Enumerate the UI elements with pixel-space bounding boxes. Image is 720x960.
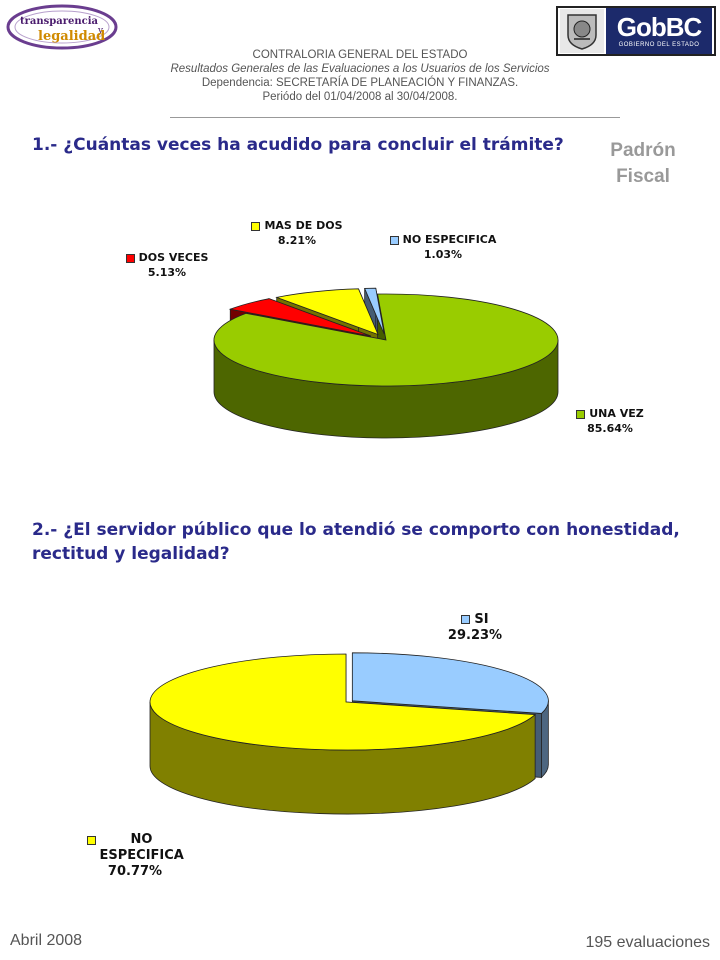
logo-word-legalidad: legalidad bbox=[38, 29, 105, 44]
logo-word-y: y bbox=[97, 26, 104, 36]
value-label: 29.23% bbox=[447, 628, 503, 643]
evaluation-count: 195 evaluaciones bbox=[585, 934, 710, 951]
chart1-title: 1.- ¿Cuántas veces ha acudido para concl… bbox=[32, 135, 564, 155]
state-seal-icon bbox=[560, 9, 604, 53]
gobbc-wordmark: GobBC GOBIERNO DEL ESTADO bbox=[606, 8, 712, 54]
chart1-label-una-vez: UNA VEZ 85.64% bbox=[560, 406, 660, 436]
pie-slice-mas-de-dos bbox=[275, 288, 379, 336]
label-text: NO ESPECIFICA bbox=[402, 233, 497, 246]
legend-swatch-yellow bbox=[86, 836, 96, 845]
chart1-label-no-especifica: NO ESPECIFICA 1.03% bbox=[378, 232, 508, 262]
padron-line2: Fiscal bbox=[616, 166, 670, 187]
pie-slice-si bbox=[351, 652, 549, 714]
chart2-label-no-especifica: NO ESPECIFICA 70.77% bbox=[70, 832, 200, 880]
legend-swatch-red bbox=[125, 253, 135, 263]
logo-word-transparencia: transparencia bbox=[20, 16, 99, 27]
label-text: MAS DE DOS bbox=[264, 219, 343, 232]
chart1-pie bbox=[213, 287, 559, 439]
value-label: 5.13% bbox=[147, 266, 187, 279]
legend-swatch-blue bbox=[389, 235, 399, 245]
pie-slice-dos-veces bbox=[228, 298, 371, 337]
pie-slice-no-especifica bbox=[364, 287, 385, 335]
chart1-label-dos-veces: DOS VECES 5.13% bbox=[112, 250, 222, 280]
pie-slice-no-especifica bbox=[149, 653, 537, 751]
label-text: SI bbox=[474, 612, 489, 627]
dependency-name: Dependencia: SECRETARÍA DE PLANEACIÓN Y … bbox=[201, 77, 519, 89]
value-label: 85.64% bbox=[587, 422, 633, 435]
report-title: Resultados Generales de las Evaluaciones… bbox=[170, 63, 550, 75]
label-text: DOS VECES bbox=[138, 251, 209, 264]
value-label: 1.03% bbox=[423, 248, 463, 261]
label-text: UNA VEZ bbox=[589, 407, 644, 420]
header-divider bbox=[170, 117, 620, 118]
chart2-label-si: SI 29.23% bbox=[420, 612, 530, 644]
value-label: 70.77% bbox=[107, 864, 163, 879]
chart2-title: 2.- ¿El servidor público que lo atendió … bbox=[32, 520, 680, 564]
value-label: 8.21% bbox=[277, 234, 317, 247]
legend-swatch-yellow bbox=[251, 221, 261, 231]
chart1-label-mas-de-dos: MAS DE DOS 8.21% bbox=[232, 218, 362, 248]
logo-ellipse-icon: transparencia y legalidad bbox=[6, 4, 118, 50]
chart2-pie bbox=[149, 652, 549, 815]
transparencia-legalidad-logo: transparencia y legalidad bbox=[6, 4, 118, 50]
gobbc-subtext: GOBIERNO DEL ESTADO bbox=[618, 42, 700, 48]
label-text: NO ESPECIFICA bbox=[99, 832, 184, 863]
padron-line1: Padrón bbox=[610, 140, 676, 161]
organization-name: CONTRALORIA GENERAL DEL ESTADO bbox=[252, 49, 468, 61]
legend-swatch-blue bbox=[461, 615, 471, 624]
gobbc-text: GobBC bbox=[616, 12, 703, 42]
period-range: Periódo del 01/04/2008 al 30/04/2008. bbox=[262, 91, 458, 103]
report-month: Abril 2008 bbox=[10, 932, 83, 949]
legend-swatch-green bbox=[576, 409, 586, 419]
padron-fiscal-label: Padrón Fiscal bbox=[598, 138, 688, 190]
gobbc-logo: GobBC GOBIERNO DEL ESTADO bbox=[556, 6, 716, 56]
pie-slice-una-vez bbox=[213, 293, 559, 387]
